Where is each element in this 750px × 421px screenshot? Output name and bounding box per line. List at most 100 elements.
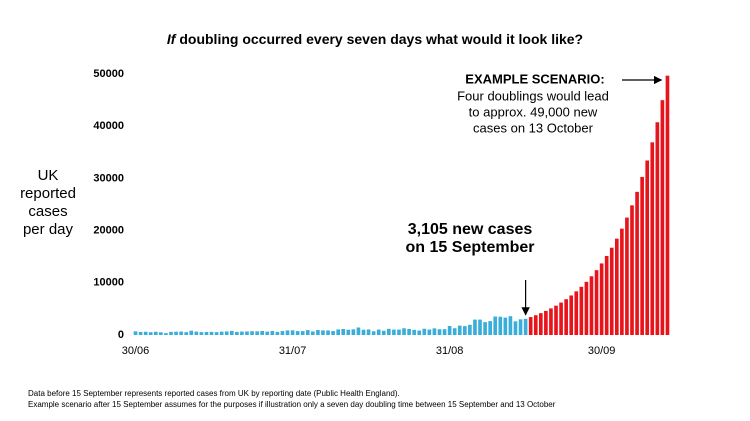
bar xyxy=(503,317,508,335)
bar xyxy=(635,191,639,335)
bar xyxy=(554,305,558,335)
bar xyxy=(402,328,406,335)
bar xyxy=(305,330,310,335)
bar xyxy=(549,308,553,335)
bar xyxy=(493,316,498,335)
annotation-line: on 15 September xyxy=(406,239,535,256)
bar xyxy=(153,331,158,335)
bar xyxy=(164,333,168,335)
y-label-line: per day xyxy=(23,221,74,238)
bar xyxy=(295,331,300,335)
bar xyxy=(285,330,290,335)
bar xyxy=(650,142,655,335)
bar xyxy=(270,330,275,335)
chart-title: If doubling occurred every seven days wh… xyxy=(167,31,583,47)
footnote: Data before 15 September represents repo… xyxy=(28,389,400,398)
bar xyxy=(564,299,568,335)
bar xyxy=(260,330,265,335)
y-tick-label: 20000 xyxy=(93,225,124,237)
bar xyxy=(457,325,462,335)
bar xyxy=(179,331,183,335)
bar xyxy=(265,331,270,335)
bar xyxy=(194,331,199,335)
bar xyxy=(609,247,614,335)
bar xyxy=(447,326,452,335)
x-tick-label: 31/08 xyxy=(436,345,464,357)
annotation-scenario: EXAMPLE SCENARIO: Four doublings would l… xyxy=(457,71,609,135)
footnotes: Data before 15 September represents repo… xyxy=(28,389,556,409)
bar xyxy=(559,302,563,335)
bar xyxy=(478,319,482,335)
bar xyxy=(174,331,178,335)
bar xyxy=(204,331,209,335)
bar xyxy=(589,276,594,335)
bar xyxy=(508,316,513,335)
bar xyxy=(483,322,487,335)
bar xyxy=(290,330,295,335)
bar xyxy=(300,331,305,335)
bar xyxy=(392,329,396,335)
bar xyxy=(229,330,234,335)
bar xyxy=(331,331,335,335)
bar xyxy=(341,328,346,335)
y-label-line: UK xyxy=(38,167,59,184)
bar xyxy=(199,332,204,335)
bar xyxy=(159,332,163,335)
bar xyxy=(371,331,376,335)
bar xyxy=(361,329,366,335)
y-tick-label: 50000 xyxy=(93,68,124,80)
bar xyxy=(235,331,239,335)
bar xyxy=(640,176,644,335)
bar xyxy=(665,75,670,335)
bar xyxy=(427,329,432,335)
bar xyxy=(452,328,457,335)
bar xyxy=(240,331,244,335)
bar xyxy=(630,205,634,335)
bar xyxy=(569,295,574,335)
y-tick-label: 0 xyxy=(118,329,124,341)
bar xyxy=(321,330,325,335)
bar xyxy=(381,330,386,335)
bar xyxy=(614,238,619,335)
y-tick-label: 10000 xyxy=(93,277,124,289)
bar xyxy=(422,328,427,335)
bar xyxy=(655,122,660,335)
scenario-line: Four doublings would lead xyxy=(457,88,609,103)
title-text: doubling occurred every seven days what … xyxy=(179,31,583,47)
bar xyxy=(584,281,589,335)
bar xyxy=(594,270,599,335)
y-label-line: cases xyxy=(28,203,67,220)
y-tick-label: 30000 xyxy=(93,172,124,184)
bar xyxy=(599,263,604,335)
bar xyxy=(189,330,194,335)
bar xyxy=(214,332,219,335)
x-tick-label: 30/06 xyxy=(122,345,150,357)
bar xyxy=(468,324,472,335)
bar xyxy=(275,331,280,335)
y-tick-label: 40000 xyxy=(93,120,124,132)
bar xyxy=(397,329,401,335)
bar xyxy=(442,329,447,335)
bar xyxy=(463,326,467,335)
bar xyxy=(523,318,528,335)
scenario-line: cases on 13 October xyxy=(473,120,594,135)
x-tick-label: 30/09 xyxy=(588,345,616,357)
bar xyxy=(326,330,330,335)
bar xyxy=(280,331,285,335)
scenario-heading: EXAMPLE SCENARIO: xyxy=(465,71,604,86)
bar xyxy=(336,329,340,335)
bar xyxy=(311,331,315,335)
bar xyxy=(625,217,629,335)
bar xyxy=(356,327,361,335)
y-label-line: reported xyxy=(20,185,76,202)
footnote: Example scenario after 15 September assu… xyxy=(28,400,556,409)
bar xyxy=(417,330,422,335)
annotation-line: 3,105 new cases xyxy=(408,221,533,238)
bar xyxy=(219,331,224,335)
bar xyxy=(498,316,503,335)
bar xyxy=(245,331,249,335)
bar xyxy=(437,329,442,335)
bar xyxy=(412,329,416,335)
bar xyxy=(533,315,538,335)
